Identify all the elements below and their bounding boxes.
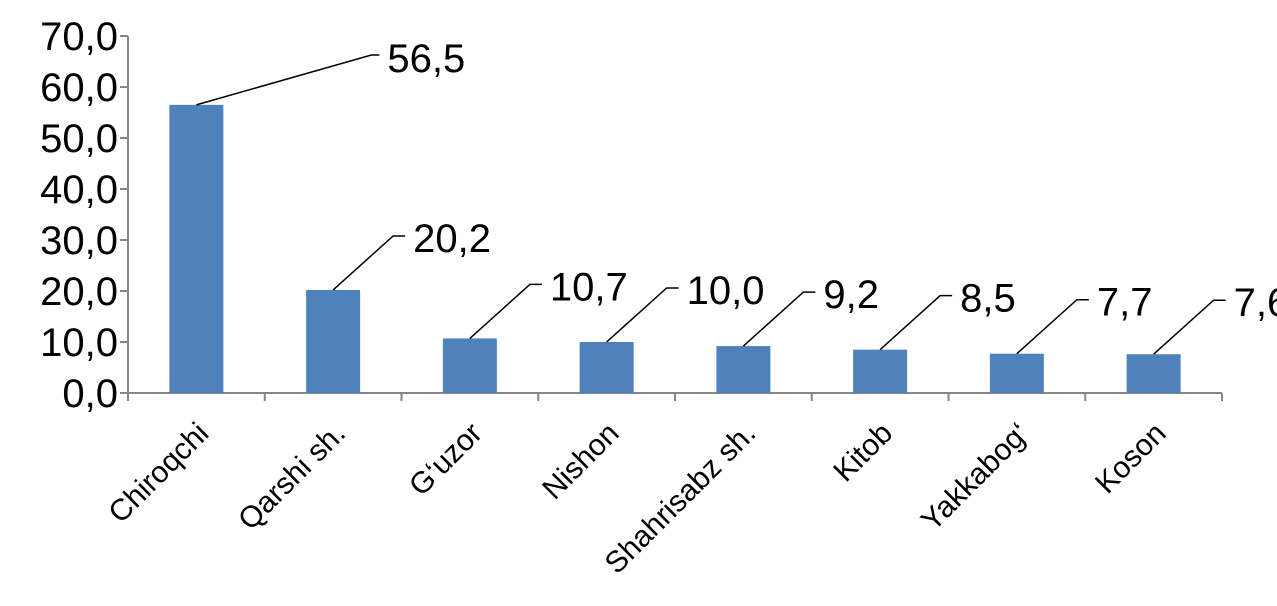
data-label-leaders bbox=[196, 54, 1226, 355]
y-tick-label: 30,0 bbox=[40, 219, 118, 263]
data-label-leader bbox=[1153, 299, 1226, 355]
x-axis-tick-marks bbox=[127, 393, 1223, 401]
bar bbox=[1126, 354, 1181, 393]
x-tick-label: Yakkabog‘ bbox=[915, 417, 1036, 538]
bar bbox=[853, 349, 908, 393]
bar bbox=[716, 346, 771, 393]
data-label: 10,7 bbox=[550, 265, 628, 309]
data-label-leader bbox=[196, 54, 380, 106]
data-label-leader bbox=[742, 291, 816, 347]
x-tick-label: G‘uzor bbox=[403, 417, 489, 503]
data-label-leader bbox=[469, 283, 542, 339]
y-tick-label: 70,0 bbox=[40, 15, 118, 59]
y-axis-tick-marks bbox=[120, 35, 128, 394]
data-label-leader bbox=[332, 235, 406, 291]
data-label: 7,6 bbox=[1234, 281, 1277, 325]
x-tick-label: Chiroqchi bbox=[102, 417, 215, 530]
data-label: 9,2 bbox=[823, 273, 879, 317]
bar bbox=[579, 342, 634, 393]
y-tick-label: 10,0 bbox=[40, 321, 118, 365]
bar bbox=[169, 104, 224, 393]
data-label: 7,7 bbox=[1097, 281, 1153, 325]
x-tick-label: Kitob bbox=[827, 417, 899, 489]
x-tick-label: Nishon bbox=[536, 417, 625, 506]
data-label: 8,5 bbox=[960, 277, 1016, 321]
bars bbox=[169, 104, 1181, 393]
data-labels: 56,5 20,2 10,7 10,0 9,2 8,5 7,7 7,6 bbox=[387, 37, 1277, 325]
y-axis-tick-labels: 0,0 10,0 20,0 30,0 40,0 50,0 60,0 70,0 bbox=[40, 15, 118, 416]
x-axis-tick-labels: Chiroqchi Qarshi sh. G‘uzor NishonShahrisab… bbox=[102, 417, 1172, 581]
y-tick-label: 40,0 bbox=[40, 168, 118, 212]
bar bbox=[989, 353, 1044, 393]
data-label-leader bbox=[606, 287, 679, 343]
y-tick-label: 0,0 bbox=[62, 372, 118, 416]
bar bbox=[442, 338, 497, 393]
y-tick-label: 20,0 bbox=[40, 270, 118, 314]
y-tick-label: 50,0 bbox=[40, 117, 118, 161]
x-tick-label: Qarshi sh. bbox=[232, 417, 352, 537]
data-label: 56,5 bbox=[387, 37, 465, 81]
data-label-leader bbox=[879, 294, 953, 351]
y-tick-label: 60,0 bbox=[40, 66, 118, 110]
x-tick-label: Koson bbox=[1089, 417, 1172, 500]
data-label: 20,2 bbox=[413, 217, 491, 261]
bar bbox=[306, 289, 361, 393]
data-label: 10,0 bbox=[687, 269, 765, 313]
data-label-leader bbox=[1016, 298, 1089, 355]
